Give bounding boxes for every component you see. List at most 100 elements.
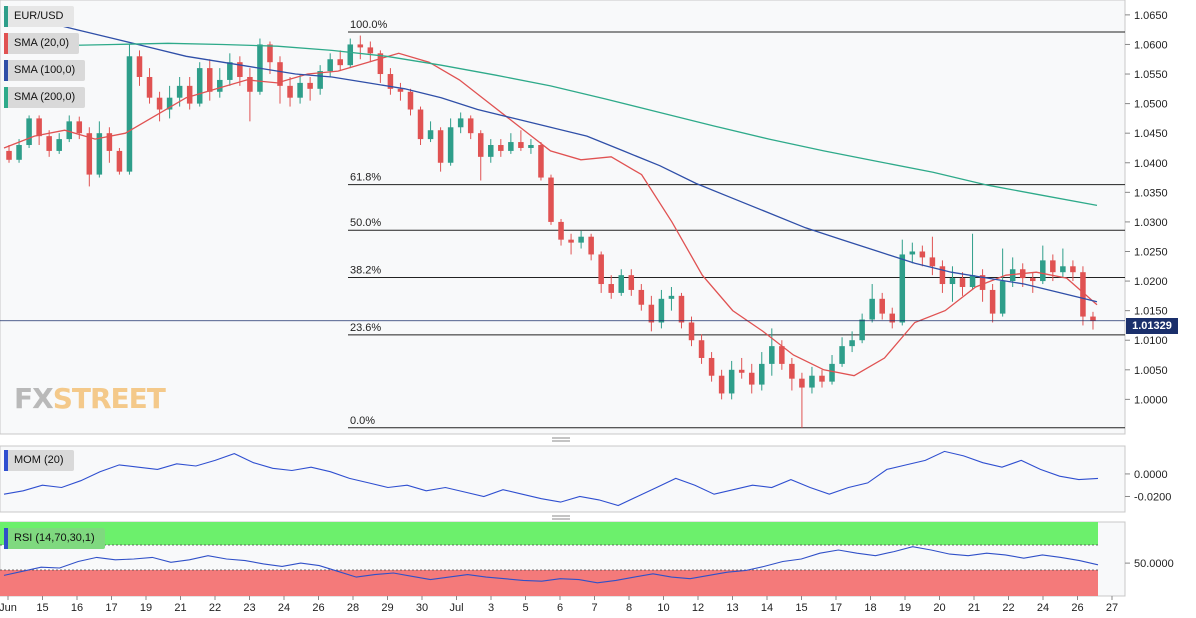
time-tick-label: 26	[312, 602, 324, 614]
candle-body	[869, 298, 875, 320]
candle	[417, 106, 424, 146]
candle-body	[558, 221, 564, 240]
candle-body	[919, 251, 926, 258]
candle-body	[879, 298, 885, 314]
candle-body	[86, 133, 93, 175]
rsi-oversold-zone	[0, 570, 1098, 596]
candle-body	[628, 275, 635, 290]
candle-body	[126, 56, 133, 172]
candle-body	[267, 44, 273, 63]
candle	[598, 251, 604, 293]
candle-body	[718, 375, 725, 394]
price-tick-label: 1.0100	[1134, 335, 1168, 347]
legend-momentum[interactable]: MOM (20)	[4, 450, 74, 471]
panel-resize-handle-2[interactable]	[552, 515, 570, 520]
time-tick-label: 3	[488, 602, 494, 614]
candle-body	[929, 257, 936, 267]
candle-body	[56, 139, 62, 151]
candle-body	[1040, 260, 1046, 282]
candle	[347, 38, 354, 69]
fib-label: 38.2%	[350, 265, 381, 277]
price-tick-label: 1.0550	[1134, 69, 1168, 81]
candle	[618, 269, 625, 296]
candle	[6, 145, 12, 163]
candle-body	[467, 118, 474, 134]
time-tick-label: 13	[726, 602, 738, 614]
candle	[156, 91, 163, 122]
candle	[819, 369, 825, 388]
candle-body	[166, 97, 173, 110]
candle-body	[367, 47, 374, 54]
candle-body	[76, 121, 83, 134]
legend-sma100[interactable]: SMA (100,0)	[4, 60, 86, 81]
logo-fx: FX	[14, 382, 54, 415]
legend-rsi[interactable]: RSI (14,70,30,1)	[4, 528, 105, 549]
legend-sma20[interactable]: SMA (20,0)	[4, 33, 80, 54]
candle	[588, 233, 594, 261]
candle	[166, 85, 173, 119]
candle-body	[337, 59, 343, 66]
candle-body	[206, 68, 213, 92]
candle-body	[437, 130, 444, 163]
time-tick-label: 15	[795, 602, 807, 614]
candle-body	[36, 118, 42, 137]
candle	[46, 130, 52, 157]
candle-body	[678, 295, 685, 323]
momentum-series	[3, 450, 1099, 507]
candles	[6, 35, 1096, 428]
time-tick-label: 19	[899, 602, 911, 614]
fxstreet-logo: FXSTREET	[14, 382, 166, 415]
time-tick-label: 26	[1071, 602, 1083, 614]
candle-body	[518, 142, 524, 148]
candle	[237, 56, 243, 86]
candle-body	[809, 375, 815, 388]
price-tick-label: 1.0600	[1134, 39, 1168, 51]
time-tick-label: 12	[692, 602, 704, 614]
time-tick-label: 23	[243, 602, 255, 614]
time-tick-label: 22	[1002, 602, 1014, 614]
fib-label: 50.0%	[350, 217, 381, 229]
candle-body	[939, 266, 946, 285]
candle	[558, 218, 564, 246]
legend-sma200[interactable]: SMA (200,0)	[4, 87, 86, 108]
candle-body	[6, 150, 12, 160]
candle	[307, 76, 313, 101]
candle-body	[688, 322, 695, 341]
candle	[488, 139, 494, 163]
candle	[327, 53, 333, 77]
candle	[738, 357, 745, 379]
legend-pair[interactable]: EUR/USD	[4, 6, 74, 27]
candle	[16, 139, 22, 163]
candle	[578, 230, 584, 249]
candle	[759, 352, 765, 391]
candle	[217, 68, 223, 98]
time-tick-label: 10	[657, 602, 669, 614]
time-tick-label: 21	[968, 602, 980, 614]
candle-body	[588, 236, 594, 255]
candle-body	[989, 289, 996, 314]
price-tick-label: 1.0300	[1134, 217, 1168, 229]
candle	[849, 331, 855, 353]
candle	[267, 41, 273, 75]
candle	[628, 269, 635, 296]
candle-body	[287, 85, 293, 98]
candle-body	[899, 254, 906, 323]
candle-body	[247, 76, 253, 92]
candle	[257, 38, 263, 95]
time-tick-label: 6	[557, 602, 563, 614]
candle	[66, 115, 72, 143]
candle-body	[16, 145, 22, 160]
candle-body	[999, 281, 1006, 314]
candle-body	[447, 127, 454, 163]
candle	[869, 284, 875, 323]
price-tick-label: 1.0500	[1134, 99, 1168, 111]
time-tick-label: 27	[1106, 602, 1118, 614]
candle	[1050, 254, 1056, 282]
panel-resize-handle-1[interactable]	[552, 437, 570, 442]
candle-body	[598, 254, 604, 285]
candle-body	[738, 369, 745, 373]
candle	[879, 292, 885, 320]
candle	[889, 307, 896, 329]
time-tick-label: 17	[105, 602, 117, 614]
price-tick-label: 1.0150	[1134, 306, 1168, 318]
